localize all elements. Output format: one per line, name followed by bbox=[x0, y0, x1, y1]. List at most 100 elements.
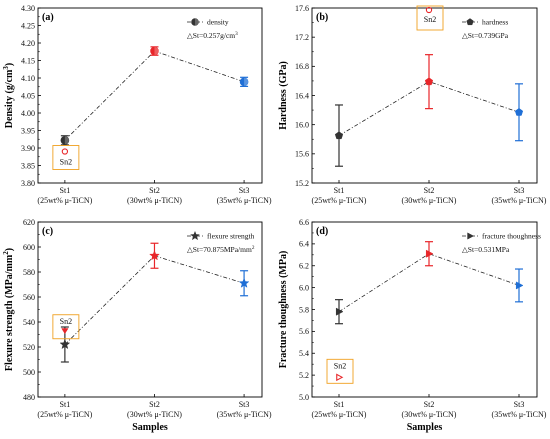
x-tick-label: St1 bbox=[60, 400, 71, 409]
x-tick-sublabel: (25wt% μ-TiCN) bbox=[37, 196, 92, 205]
y-tick-label: 4.05 bbox=[21, 91, 35, 100]
sn2-box bbox=[52, 145, 80, 170]
series-line bbox=[64, 255, 245, 345]
panel-letter: (a) bbox=[42, 12, 54, 23]
x-tick-sublabel: (30wt% μ-TiCN) bbox=[127, 196, 182, 205]
y-tick-label: 520 bbox=[23, 343, 35, 352]
panel-letter: (d) bbox=[316, 226, 328, 237]
x-tick-sublabel: (30wt% μ-TiCN) bbox=[127, 410, 182, 419]
x-tick-sublabel: (30wt% μ-TiCN) bbox=[402, 410, 457, 419]
y-tick-label: 17.6 bbox=[295, 4, 309, 13]
y-tick-label: 3.80 bbox=[21, 179, 35, 188]
x-tick-label: St1 bbox=[60, 186, 71, 195]
sn2-box bbox=[52, 314, 80, 340]
data-point-shade bbox=[154, 47, 159, 56]
y-tick-label: 560 bbox=[23, 293, 35, 302]
sn2-label: Sn2 bbox=[60, 158, 72, 167]
y-tick-label: 480 bbox=[23, 393, 35, 402]
y-tick-label: 16.0 bbox=[295, 120, 309, 129]
legend-marker bbox=[466, 18, 474, 26]
y-tick-label: 17.2 bbox=[295, 33, 309, 42]
y-tick-label: 540 bbox=[23, 318, 35, 327]
x-tick-sublabel: (25wt% μ-TiCN) bbox=[312, 196, 367, 205]
y-tick-label: 3.85 bbox=[21, 161, 35, 170]
chart-panel-3: 480 500 520 540 560 580 600 620 St1(25wt% μ-TiCN… bbox=[2, 218, 272, 433]
y-tick-label: 5.8 bbox=[299, 305, 309, 314]
y-tick-label: 4.30 bbox=[21, 4, 35, 13]
sn2-box bbox=[416, 5, 444, 31]
delta-annotation: △St=0.257g/cm3 bbox=[187, 31, 238, 40]
y-tick-label: 500 bbox=[23, 368, 35, 377]
delta-annotation: △St=0.739GPa bbox=[462, 31, 509, 40]
y-tick-label: 4.00 bbox=[21, 109, 35, 118]
data-point-shade bbox=[244, 77, 249, 86]
data-point bbox=[239, 77, 249, 87]
legend-label: density bbox=[207, 18, 229, 27]
sn2-box bbox=[326, 358, 354, 384]
y-tick-label: 5.4 bbox=[299, 349, 309, 358]
y-tick-label: 16.4 bbox=[295, 91, 309, 100]
sn2-label: Sn2 bbox=[334, 361, 346, 370]
data-point bbox=[515, 281, 524, 290]
legend-marker-shade bbox=[195, 18, 199, 26]
y-tick-label: 15.6 bbox=[295, 150, 309, 159]
x-tick-label: St2 bbox=[424, 400, 435, 409]
data-point bbox=[150, 46, 159, 56]
y-tick-label: 4.15 bbox=[21, 56, 35, 65]
data-point bbox=[425, 249, 434, 258]
y-axis-title: Fracture thoughness (MPa) bbox=[278, 251, 289, 369]
sn2-label: Sn2 bbox=[424, 15, 436, 24]
chart-panel-2: 15.2 15.6 16.0 16.4 16.8 17.2 17.6 St1(25wt% μ-… bbox=[278, 4, 547, 205]
chart-panel-4: 5.0 5.2 5.4 5.6 5.8 6.0 6.2 6.4 6.6 St1(25wt% μ-T… bbox=[278, 218, 547, 433]
y-tick-label: 4.10 bbox=[21, 74, 35, 83]
y-tick-label: 5.0 bbox=[299, 393, 309, 402]
x-axis-title: Samples bbox=[132, 422, 168, 433]
data-point bbox=[335, 307, 344, 316]
x-tick-sublabel: (30wt% μ-TiCN) bbox=[402, 196, 457, 205]
legend-marker bbox=[467, 232, 475, 240]
sn2-label: Sn2 bbox=[60, 317, 72, 326]
y-tick-label: 3.95 bbox=[21, 126, 35, 135]
y-axis-title: Density (g/cm3) bbox=[2, 63, 15, 128]
legend-label: flexure strength bbox=[207, 232, 255, 241]
delta-annotation: △St=0.531MPa bbox=[462, 245, 510, 254]
y-tick-label: 620 bbox=[23, 218, 35, 227]
x-tick-sublabel: (35wt% μ-TiCN) bbox=[217, 196, 272, 205]
panel-letter: (b) bbox=[316, 12, 328, 23]
y-tick-label: 16.8 bbox=[295, 62, 309, 71]
y-tick-label: 6.2 bbox=[299, 262, 309, 271]
y-tick-label: 3.90 bbox=[21, 144, 35, 153]
sn2-marker bbox=[336, 373, 344, 382]
x-tick-sublabel: (35wt% μ-TiCN) bbox=[492, 410, 547, 419]
y-tick-label: 5.2 bbox=[299, 371, 309, 380]
x-tick-label: St1 bbox=[334, 400, 345, 409]
x-tick-sublabel: (25wt% μ-TiCN) bbox=[312, 410, 367, 419]
x-tick-label: St2 bbox=[149, 186, 160, 195]
x-tick-label: St2 bbox=[149, 400, 160, 409]
data-point-shade bbox=[64, 136, 69, 145]
legend-marker bbox=[190, 230, 200, 241]
data-point bbox=[149, 250, 160, 261]
x-tick-sublabel: (35wt% μ-TiCN) bbox=[217, 410, 272, 419]
x-tick-label: St3 bbox=[239, 400, 250, 409]
x-axis-title: Samples bbox=[407, 422, 443, 433]
sn2-marker bbox=[61, 328, 69, 335]
y-axis-title: Flexure strength (MPa/mm2) bbox=[2, 248, 15, 371]
legend-label: fracture thoughness bbox=[482, 232, 541, 241]
y-tick-label: 4.25 bbox=[21, 21, 35, 30]
y-tick-label: 5.6 bbox=[299, 327, 309, 336]
x-tick-label: St3 bbox=[239, 186, 250, 195]
y-tick-label: 6.6 bbox=[299, 218, 309, 227]
y-tick-label: 6.4 bbox=[299, 240, 309, 249]
delta-annotation: △St=70.875MPa/mm2 bbox=[187, 245, 255, 254]
data-point bbox=[514, 107, 524, 116]
data-point bbox=[59, 338, 71, 350]
y-tick-label: 15.2 bbox=[295, 179, 309, 188]
data-point bbox=[238, 277, 250, 288]
legend-marker bbox=[191, 18, 199, 26]
y-tick-label: 580 bbox=[23, 268, 35, 277]
y-tick-label: 4.20 bbox=[21, 39, 35, 48]
x-tick-sublabel: (35wt% μ-TiCN) bbox=[492, 196, 547, 205]
x-tick-label: St2 bbox=[424, 186, 435, 195]
